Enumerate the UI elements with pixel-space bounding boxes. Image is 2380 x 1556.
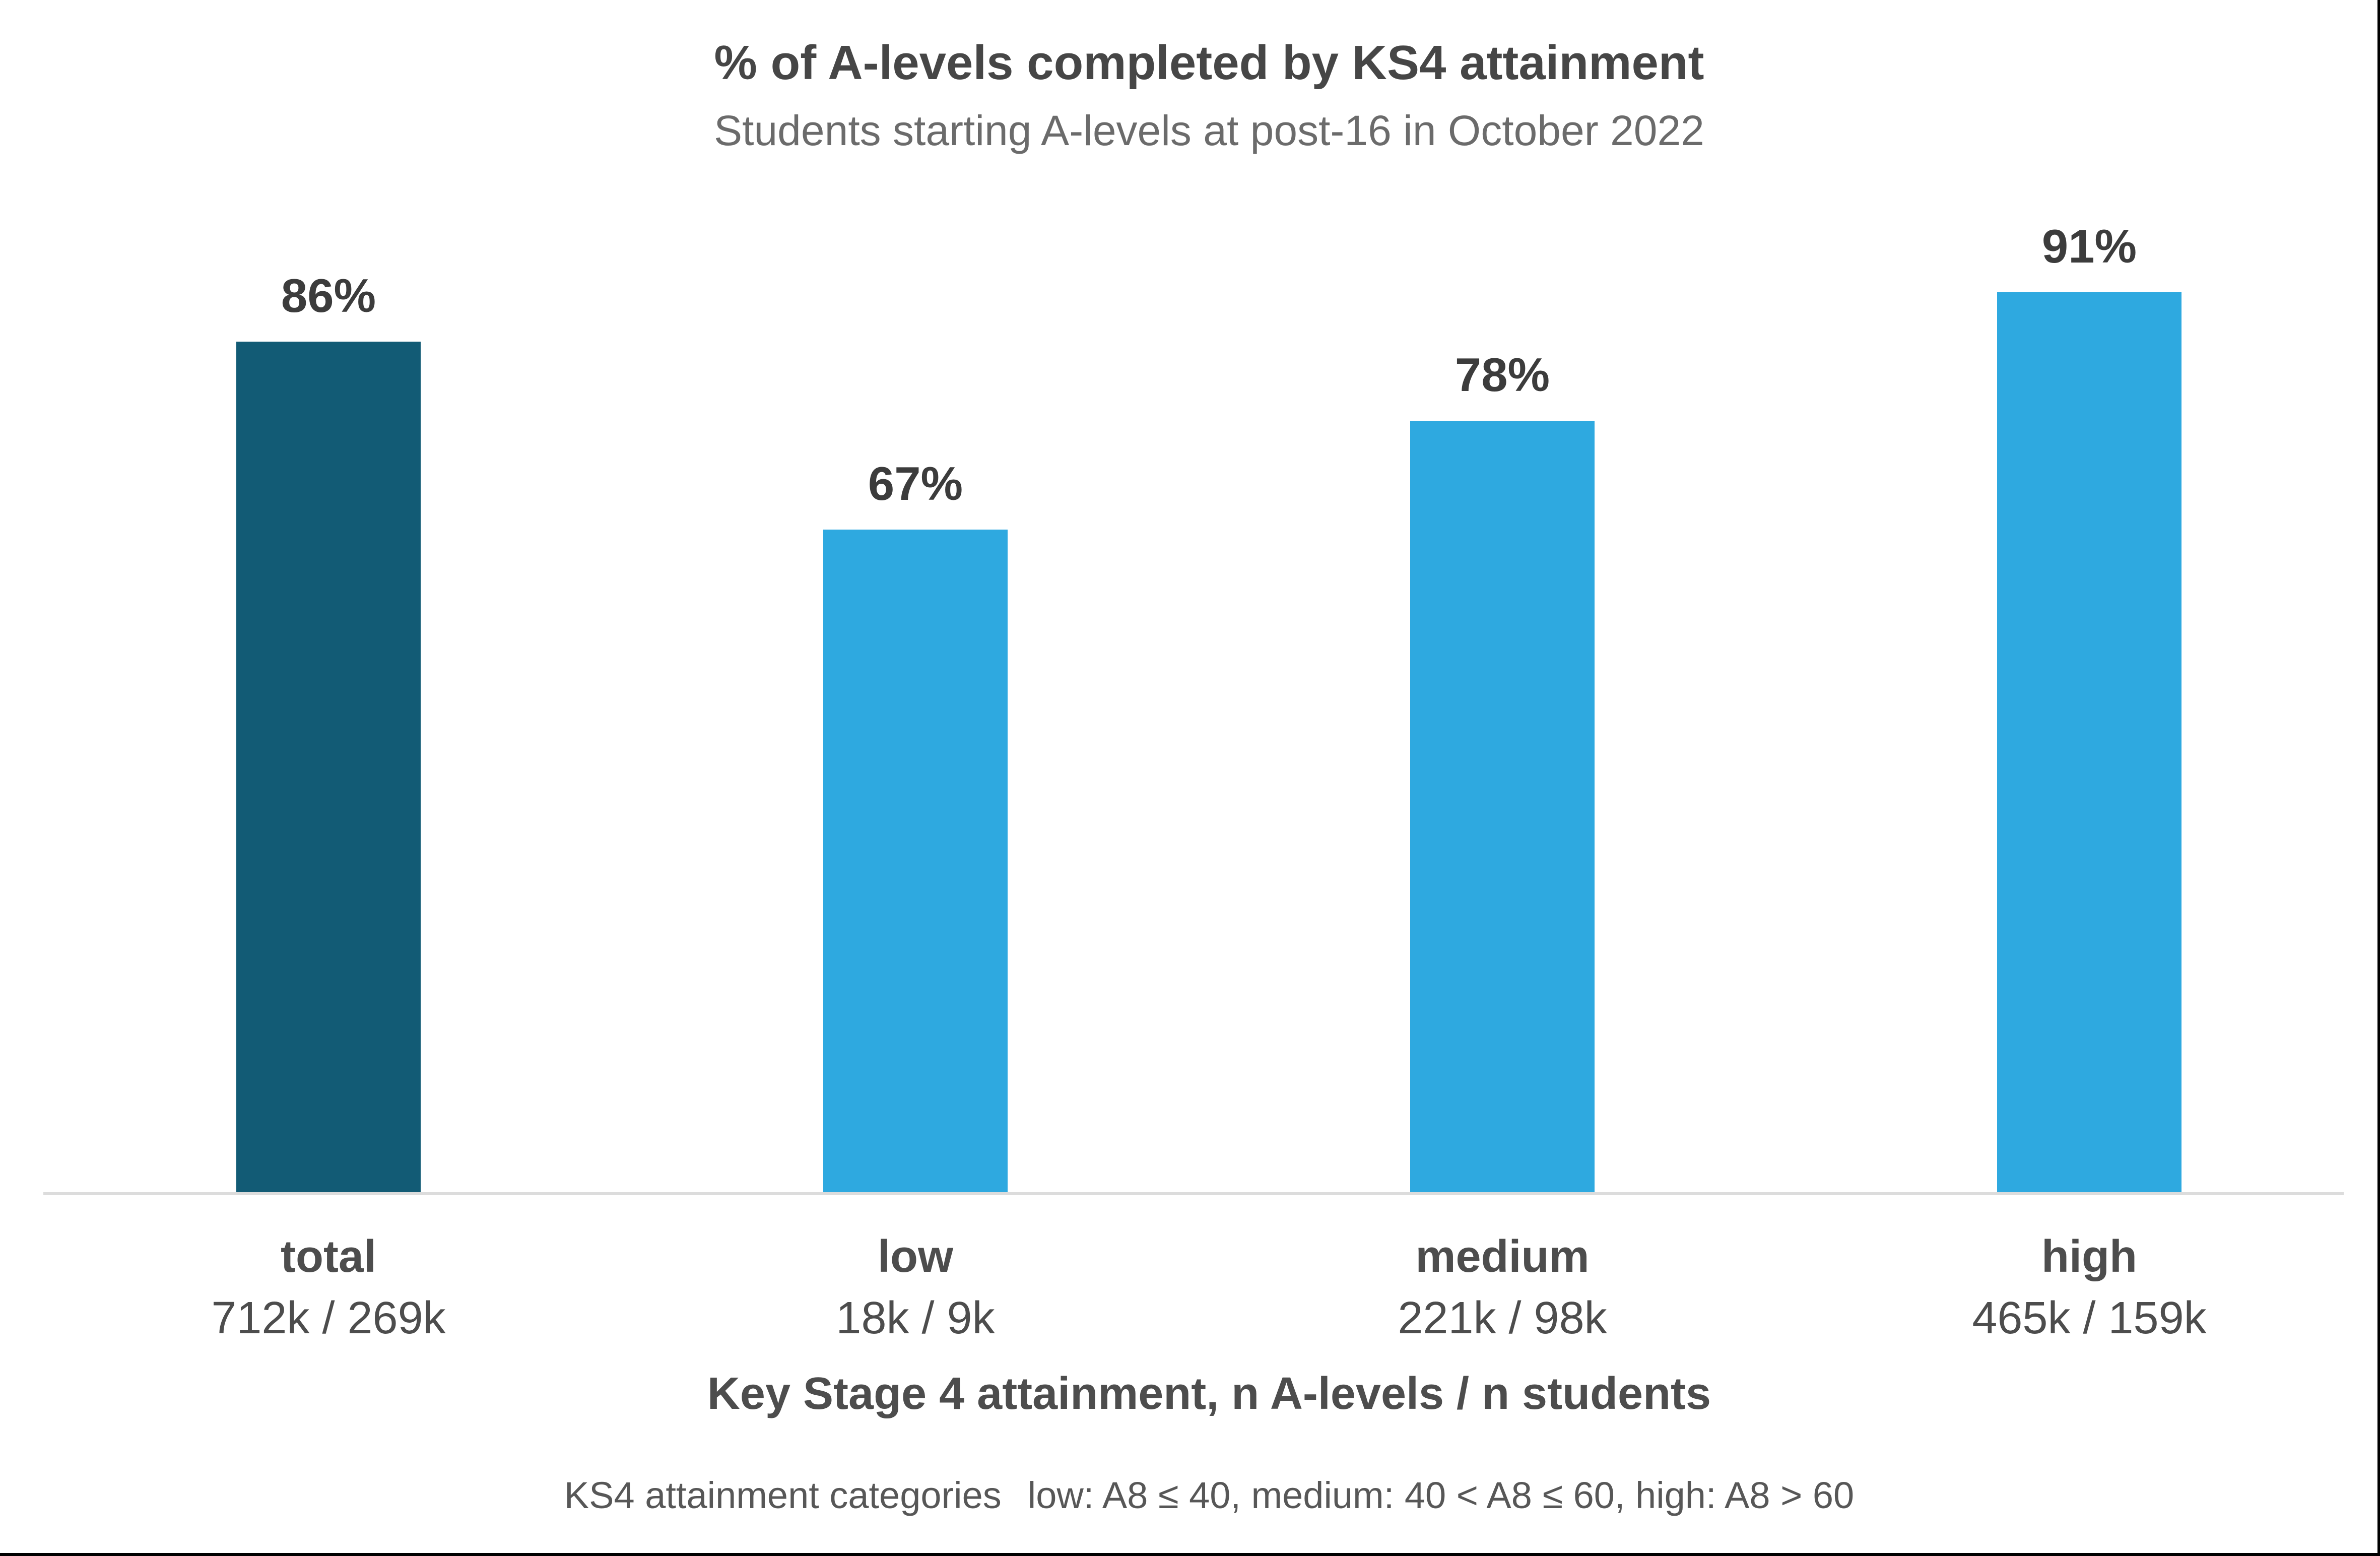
bar-total <box>236 342 421 1193</box>
bar-count-label-high: 465k / 159k <box>1972 1293 2207 1343</box>
bar-category-label-low: low <box>878 1231 953 1282</box>
bar-value-label-medium: 78% <box>1455 348 1550 401</box>
window-bottom-edge <box>0 1553 2380 1556</box>
chart-title: % of A-levels completed by KS4 attainmen… <box>714 36 1704 90</box>
bar-count-label-low: 18k / 9k <box>836 1293 995 1343</box>
footnote-detail: low: A8 ≤ 40, medium: 40 < A8 ≤ 60, high… <box>1027 1474 1855 1516</box>
chart-subtitle: Students starting A-levels at post-16 in… <box>714 107 1704 154</box>
bar-value-label-high: 91% <box>2041 220 2137 273</box>
bar-count-label-total: 712k / 269k <box>211 1293 446 1343</box>
window-right-edge <box>2377 0 2380 1556</box>
x-axis-label: Key Stage 4 attainment, n A-levels / n s… <box>707 1369 1711 1419</box>
bar-category-label-medium: medium <box>1415 1231 1590 1282</box>
bar-low <box>823 530 1008 1193</box>
bar-value-label-low: 67% <box>868 457 963 510</box>
bar-high <box>1997 292 2181 1193</box>
bar-count-label-medium: 221k / 98k <box>1398 1293 1607 1343</box>
bar-value-label-total: 86% <box>281 269 376 322</box>
bar-category-label-high: high <box>2041 1231 2137 1282</box>
bar-category-label-total: total <box>281 1231 376 1282</box>
footnote: KS4 attainment categories low: A8 ≤ 40, m… <box>44 1473 2374 1518</box>
x-axis-line <box>43 1192 2344 1195</box>
bar-medium <box>1410 421 1595 1193</box>
footnote-label: KS4 attainment categories <box>564 1474 1002 1516</box>
